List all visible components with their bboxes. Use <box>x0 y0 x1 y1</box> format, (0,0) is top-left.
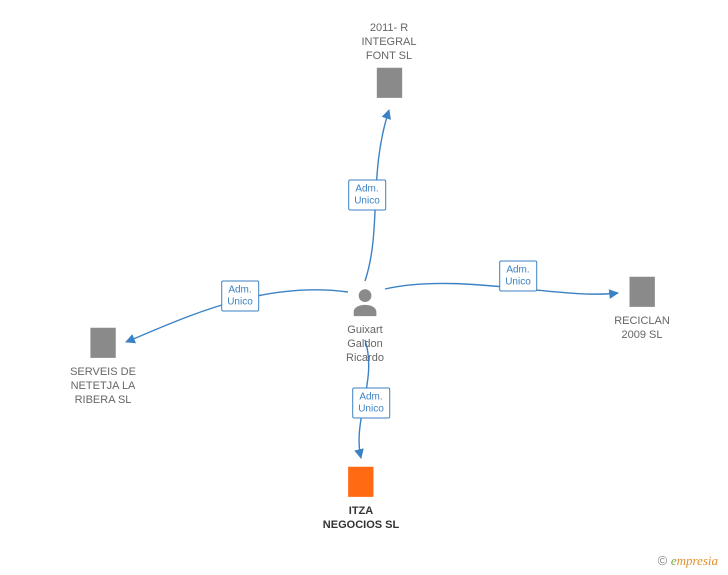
company-label-left: SERVEIS DE NETETJA LA RIBERA SL <box>70 366 136 407</box>
edge-badge-left: Adm. Unico <box>221 281 259 312</box>
center-label: Guixart Galdon Ricardo <box>346 324 384 365</box>
center-person-node[interactable]: Guixart Galdon Ricardo <box>346 285 384 365</box>
building-icon <box>623 272 661 310</box>
company-node-left[interactable]: SERVEIS DE NETETJA LA RIBERA SL <box>70 323 136 407</box>
company-label-top: 2011- R INTEGRAL FONT SL <box>361 22 416 63</box>
diagram-container: { "type": "network", "canvas": { "width"… <box>0 0 728 575</box>
watermark-brand-rest: mpresia <box>677 553 718 568</box>
watermark-copyright: © <box>658 553 668 568</box>
company-node-bottom[interactable]: ITZA NEGOCIOS SL <box>323 462 399 533</box>
company-label-bottom: ITZA NEGOCIOS SL <box>323 505 399 533</box>
watermark: © empresia <box>658 553 718 569</box>
watermark-brand: empresia <box>671 553 718 568</box>
building-icon-wrap <box>323 462 399 505</box>
building-icon <box>84 323 122 361</box>
person-icon <box>348 285 382 319</box>
edge-badge-bottom: Adm. Unico <box>352 388 390 419</box>
company-label-right: RECICLAN 2009 SL <box>614 315 670 343</box>
building-icon-wrap <box>70 323 136 366</box>
company-node-top[interactable]: 2011- R INTEGRAL FONT SL <box>361 22 416 106</box>
building-icon <box>370 63 408 101</box>
building-icon-wrap <box>361 63 416 106</box>
person-icon-wrap <box>346 285 384 324</box>
building-icon <box>342 462 380 500</box>
edge-badge-right: Adm. Unico <box>499 261 537 292</box>
edge-badge-top: Adm. Unico <box>348 180 386 211</box>
building-icon-wrap <box>614 272 670 315</box>
company-node-right[interactable]: RECICLAN 2009 SL <box>614 272 670 343</box>
